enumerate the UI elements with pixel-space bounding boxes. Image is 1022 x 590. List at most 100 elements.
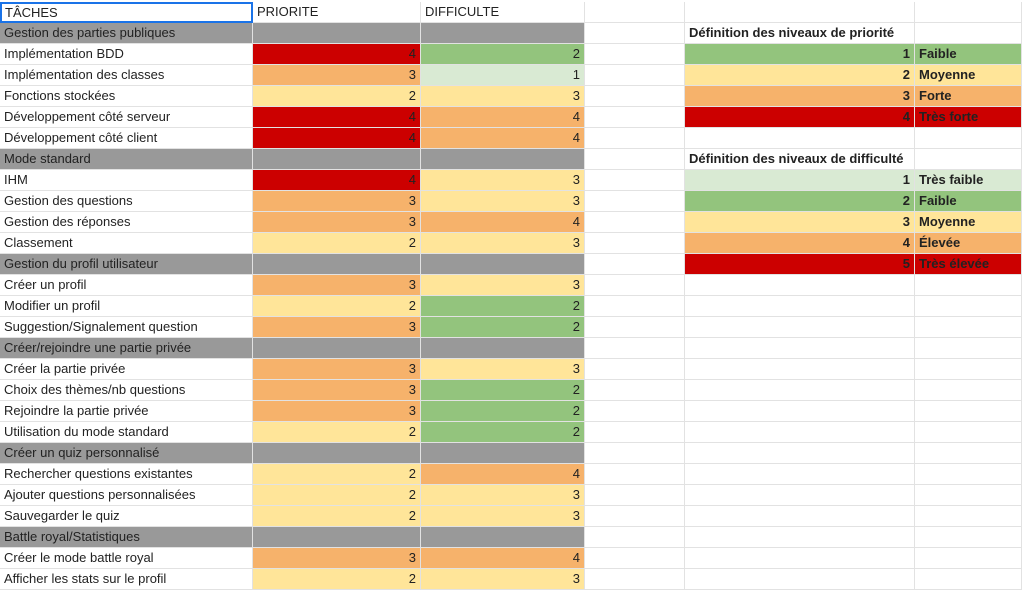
section-priority-cell[interactable]: [253, 254, 421, 275]
empty-cell[interactable]: [585, 107, 685, 128]
empty-cell[interactable]: [915, 422, 1022, 443]
difficulty-cell[interactable]: 3: [421, 506, 585, 527]
empty-cell[interactable]: [585, 275, 685, 296]
section-priority-cell[interactable]: [253, 527, 421, 548]
empty-cell[interactable]: [915, 401, 1022, 422]
section-difficulty-cell[interactable]: [421, 254, 585, 275]
difficulty-cell[interactable]: 4: [421, 107, 585, 128]
empty-cell[interactable]: [915, 506, 1022, 527]
empty-cell[interactable]: [915, 149, 1022, 170]
section-priority-cell[interactable]: [253, 443, 421, 464]
difficulty-legend-level[interactable]: 5: [685, 254, 915, 275]
empty-cell[interactable]: [585, 254, 685, 275]
empty-cell[interactable]: [685, 401, 915, 422]
priority-cell[interactable]: 3: [253, 401, 421, 422]
priority-cell[interactable]: 4: [253, 128, 421, 149]
empty-cell[interactable]: [915, 2, 1022, 23]
empty-cell[interactable]: [685, 464, 915, 485]
priority-cell[interactable]: 2: [253, 569, 421, 590]
empty-cell[interactable]: [585, 44, 685, 65]
difficulty-cell[interactable]: 3: [421, 569, 585, 590]
task-name-cell[interactable]: Développement côté client: [0, 128, 253, 149]
empty-cell[interactable]: [585, 2, 685, 23]
task-name-cell[interactable]: Rejoindre la partie privée: [0, 401, 253, 422]
task-name-cell[interactable]: Créer la partie privée: [0, 359, 253, 380]
priority-cell[interactable]: 2: [253, 296, 421, 317]
difficulty-cell[interactable]: 2: [421, 296, 585, 317]
empty-cell[interactable]: [685, 443, 915, 464]
task-name-cell[interactable]: Sauvegarder le quiz: [0, 506, 253, 527]
empty-cell[interactable]: [585, 212, 685, 233]
section-title[interactable]: Gestion des parties publiques: [0, 23, 253, 44]
section-title[interactable]: Créer/rejoindre une partie privée: [0, 338, 253, 359]
section-difficulty-cell[interactable]: [421, 443, 585, 464]
empty-cell[interactable]: [685, 2, 915, 23]
header-priority[interactable]: PRIORITE: [253, 2, 421, 23]
priority-legend-title[interactable]: Définition des niveaux de priorité: [685, 23, 915, 44]
priority-cell[interactable]: 3: [253, 212, 421, 233]
empty-cell[interactable]: [915, 443, 1022, 464]
difficulty-cell[interactable]: 3: [421, 233, 585, 254]
empty-cell[interactable]: [585, 86, 685, 107]
difficulty-legend-label[interactable]: Très faible: [915, 170, 1022, 191]
empty-cell[interactable]: [685, 422, 915, 443]
difficulty-cell[interactable]: 4: [421, 212, 585, 233]
empty-cell[interactable]: [585, 338, 685, 359]
difficulty-cell[interactable]: 2: [421, 317, 585, 338]
task-name-cell[interactable]: Gestion des questions: [0, 191, 253, 212]
section-difficulty-cell[interactable]: [421, 338, 585, 359]
header-tasks[interactable]: TÂCHES: [0, 2, 253, 23]
task-name-cell[interactable]: Implémentation des classes: [0, 65, 253, 86]
priority-cell[interactable]: 4: [253, 170, 421, 191]
task-name-cell[interactable]: IHM: [0, 170, 253, 191]
header-difficulty[interactable]: DIFFICULTE: [421, 2, 585, 23]
priority-legend-label[interactable]: Moyenne: [915, 65, 1022, 86]
empty-cell[interactable]: [585, 23, 685, 44]
priority-legend-level[interactable]: 2: [685, 65, 915, 86]
empty-cell[interactable]: [685, 275, 915, 296]
priority-cell[interactable]: 3: [253, 191, 421, 212]
task-name-cell[interactable]: Afficher les stats sur le profil: [0, 569, 253, 590]
difficulty-cell[interactable]: 4: [421, 128, 585, 149]
section-title[interactable]: Gestion du profil utilisateur: [0, 254, 253, 275]
difficulty-cell[interactable]: 1: [421, 65, 585, 86]
difficulty-legend-level[interactable]: 3: [685, 212, 915, 233]
priority-legend-label[interactable]: Faible: [915, 44, 1022, 65]
empty-cell[interactable]: [915, 275, 1022, 296]
priority-cell[interactable]: 3: [253, 275, 421, 296]
task-name-cell[interactable]: Fonctions stockées: [0, 86, 253, 107]
priority-cell[interactable]: 2: [253, 506, 421, 527]
difficulty-legend-title[interactable]: Définition des niveaux de difficulté: [685, 149, 915, 170]
difficulty-cell[interactable]: 3: [421, 359, 585, 380]
empty-cell[interactable]: [915, 338, 1022, 359]
empty-cell[interactable]: [915, 317, 1022, 338]
task-name-cell[interactable]: Implémentation BDD: [0, 44, 253, 65]
empty-cell[interactable]: [585, 191, 685, 212]
empty-cell[interactable]: [915, 296, 1022, 317]
difficulty-cell[interactable]: 4: [421, 548, 585, 569]
priority-legend-label[interactable]: Forte: [915, 86, 1022, 107]
empty-cell[interactable]: [585, 233, 685, 254]
empty-cell[interactable]: [685, 380, 915, 401]
task-name-cell[interactable]: Rechercher questions existantes: [0, 464, 253, 485]
empty-cell[interactable]: [585, 170, 685, 191]
difficulty-cell[interactable]: 3: [421, 170, 585, 191]
empty-cell[interactable]: [685, 569, 915, 590]
empty-cell[interactable]: [585, 65, 685, 86]
empty-cell[interactable]: [685, 338, 915, 359]
task-name-cell[interactable]: Modifier un profil: [0, 296, 253, 317]
empty-cell[interactable]: [585, 464, 685, 485]
empty-cell[interactable]: [685, 485, 915, 506]
empty-cell[interactable]: [915, 527, 1022, 548]
section-difficulty-cell[interactable]: [421, 23, 585, 44]
difficulty-legend-level[interactable]: 1: [685, 170, 915, 191]
section-priority-cell[interactable]: [253, 149, 421, 170]
empty-cell[interactable]: [585, 569, 685, 590]
section-difficulty-cell[interactable]: [421, 527, 585, 548]
difficulty-legend-level[interactable]: 2: [685, 191, 915, 212]
empty-cell[interactable]: [915, 23, 1022, 44]
empty-cell[interactable]: [585, 506, 685, 527]
empty-cell[interactable]: [585, 527, 685, 548]
priority-cell[interactable]: 2: [253, 464, 421, 485]
difficulty-cell[interactable]: 4: [421, 464, 585, 485]
